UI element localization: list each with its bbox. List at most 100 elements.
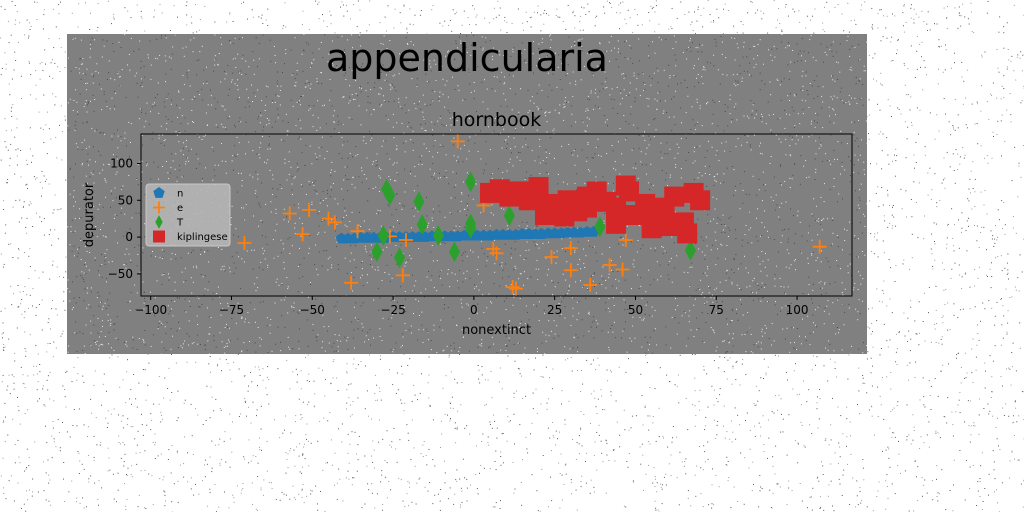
noise-speck [886, 305, 888, 307]
noise-speck [868, 99, 870, 101]
noise-speck [561, 499, 563, 501]
noise-speck [366, 390, 368, 392]
noise-speck [229, 369, 231, 371]
noise-speck [66, 431, 68, 433]
noise-speck [690, 24, 692, 26]
noise-speck [687, 429, 689, 431]
noise-speck [959, 274, 961, 276]
noise-speck [601, 452, 603, 454]
noise-speck [225, 461, 227, 463]
noise-speck [797, 442, 799, 444]
noise-speck [105, 417, 107, 419]
noise-speck [759, 475, 761, 477]
noise-speck [969, 178, 971, 180]
noise-speck [348, 397, 350, 399]
noise-speck [597, 357, 599, 359]
noise-speck [806, 401, 808, 403]
noise-speck [888, 259, 890, 260]
noise-speck [765, 374, 767, 376]
noise-speck [1003, 47, 1005, 49]
noise-speck [924, 479, 926, 481]
noise-speck [61, 333, 63, 335]
noise-speck [793, 370, 795, 372]
noise-speck [409, 486, 411, 488]
noise-speck [111, 23, 112, 25]
noise-speck [994, 315, 996, 317]
noise-speck [144, 369, 146, 371]
noise-speck [984, 157, 985, 159]
noise-speck [252, 16, 254, 18]
noise-speck [880, 404, 882, 406]
noise-speck [980, 110, 982, 112]
noise-speck [94, 370, 96, 372]
noise-speck [598, 424, 600, 426]
noise-speck [732, 367, 734, 369]
noise-speck [794, 440, 796, 442]
noise-speck [29, 201, 31, 203]
noise-speck [819, 508, 821, 509]
noise-speck [481, 366, 483, 368]
noise-speck [42, 187, 43, 189]
noise-speck [8, 42, 10, 44]
noise-speck [830, 463, 832, 465]
noise-speck [879, 300, 881, 302]
noise-speck [753, 403, 755, 405]
noise-speck [966, 127, 968, 129]
noise-speck [810, 19, 811, 21]
noise-speck [43, 142, 45, 143]
noise-speck [42, 70, 44, 71]
noise-speck [563, 483, 565, 485]
noise-speck [868, 409, 870, 411]
noise-speck [59, 124, 60, 126]
noise-speck [856, 495, 858, 497]
noise-speck [429, 405, 431, 407]
noise-speck [163, 490, 165, 492]
noise-speck [299, 471, 301, 473]
noise-speck [735, 362, 737, 363]
noise-speck [911, 122, 912, 124]
noise-speck [947, 223, 949, 225]
noise-speck [920, 436, 922, 438]
noise-speck [559, 16, 561, 18]
noise-speck [886, 474, 888, 476]
noise-speck [30, 94, 31, 96]
noise-speck [775, 395, 777, 397]
noise-speck [217, 364, 218, 366]
noise-speck [66, 370, 68, 372]
noise-speck [52, 93, 54, 95]
noise-speck [943, 268, 945, 270]
noise-speck [535, 388, 537, 390]
noise-speck [413, 447, 415, 449]
noise-speck [740, 452, 742, 454]
noise-speck [952, 238, 954, 239]
noise-speck [928, 421, 930, 423]
noise-speck [717, 401, 719, 403]
noise-speck [266, 440, 268, 442]
noise-speck [2, 266, 4, 268]
noise-speck [882, 133, 884, 135]
noise-speck [18, 249, 20, 251]
noise-speck [590, 393, 592, 395]
noise-speck [667, 446, 669, 448]
noise-speck [781, 31, 783, 32]
noise-speck [707, 0, 709, 2]
noise-speck [442, 25, 444, 27]
noise-speck [615, 400, 617, 402]
noise-speck [366, 465, 368, 467]
noise-speck [232, 421, 233, 423]
noise-speck [504, 20, 506, 22]
noise-speck [522, 22, 524, 24]
noise-speck [402, 500, 404, 502]
noise-speck [198, 29, 200, 31]
noise-speck [407, 481, 409, 483]
noise-speck [950, 277, 952, 279]
noise-speck [4, 8, 6, 10]
noise-speck [64, 389, 65, 390]
noise-speck [935, 341, 937, 343]
noise-speck [872, 365, 873, 367]
noise-speck [286, 359, 288, 361]
noise-speck [628, 429, 630, 431]
noise-speck [649, 443, 651, 445]
noise-speck [771, 507, 773, 509]
noise-speck [14, 173, 16, 175]
